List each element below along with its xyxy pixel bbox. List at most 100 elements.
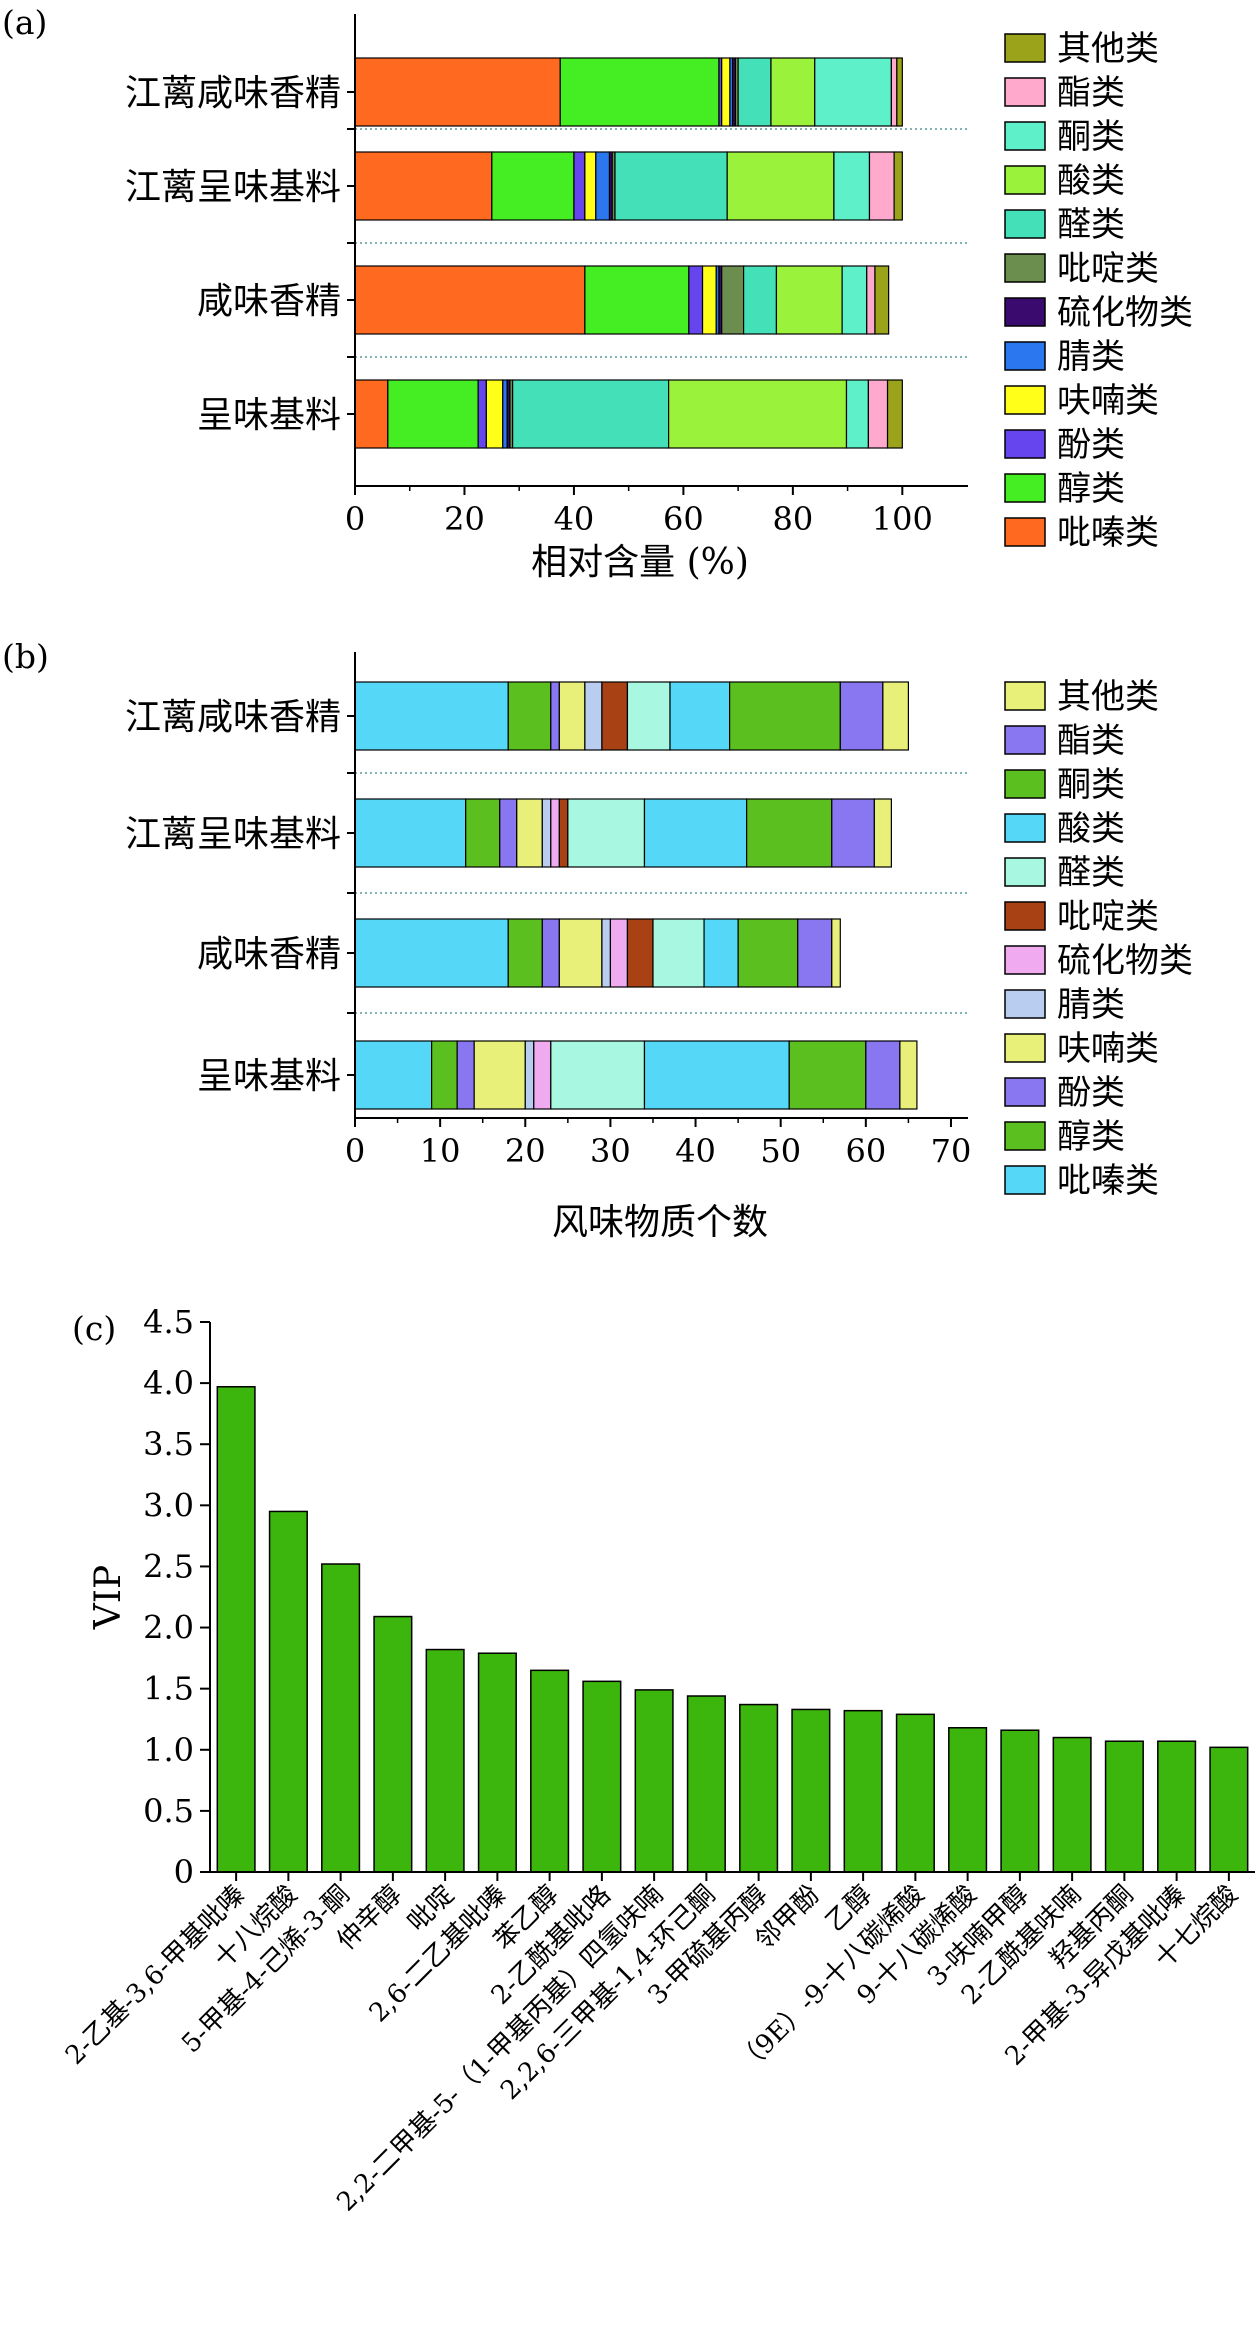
bar-segment (893, 151, 903, 221)
legend-label: 酚类 (1057, 1073, 1125, 1113)
vip-bar (739, 1703, 779, 1873)
bar-segment (584, 151, 597, 221)
legend-swatch (1004, 297, 1046, 327)
bar-segment (874, 265, 890, 335)
bar-segment (626, 918, 654, 988)
bar-segment (890, 57, 898, 127)
y-tick-label: 4.5 (143, 1303, 194, 1341)
bar-segment (524, 1040, 535, 1110)
bar-segment (516, 798, 543, 868)
legend-label: 硫化物类 (1057, 293, 1193, 333)
x-tick-label: 40 (675, 1132, 716, 1170)
bar-segment (558, 681, 586, 751)
bar-segment (473, 1040, 526, 1110)
bar-segment (866, 265, 876, 335)
legend-label: 酮类 (1057, 765, 1125, 805)
legend-label: 醇类 (1057, 1117, 1125, 1157)
x-tick-label: 60 (845, 1132, 886, 1170)
legend-swatch (1004, 77, 1046, 107)
legend-swatch (1004, 857, 1046, 887)
category-label: 江蓠呈味基料 (125, 814, 341, 855)
legend-swatch (1004, 1165, 1046, 1195)
bar-segment (354, 918, 509, 988)
bar-segment (841, 265, 868, 335)
bar-segment (609, 918, 629, 988)
bar-segment (507, 918, 543, 988)
legend-label: 吡嗪类 (1057, 513, 1159, 553)
legend-swatch (1004, 681, 1046, 711)
vip-bar (1000, 1729, 1040, 1873)
bar-segment (746, 798, 833, 868)
bar-segment (354, 379, 389, 449)
bar-segment (541, 918, 560, 988)
legend-swatch (1004, 33, 1046, 63)
vip-bar (843, 1709, 883, 1873)
bar-segment (354, 798, 467, 868)
legend-label: 醛类 (1057, 205, 1125, 245)
y-tick-label: 0 (174, 1853, 194, 1891)
legend-swatch (1004, 253, 1046, 283)
bar-segment (431, 1040, 458, 1110)
vip-bar (268, 1510, 308, 1873)
bar-segment (512, 379, 670, 449)
bar-segment (788, 1040, 867, 1110)
bar-segment (354, 265, 586, 335)
bar-segment (558, 798, 569, 868)
legend-swatch (1004, 989, 1046, 1019)
bar-segment (797, 918, 833, 988)
bar-segment (868, 151, 895, 221)
x-axis-title: 风味物质个数 (552, 1202, 768, 1243)
vip-bar (634, 1689, 674, 1873)
bar-segment (833, 151, 871, 221)
y-tick-label: 2.5 (143, 1547, 194, 1585)
x-tick-label: 50 (760, 1132, 801, 1170)
vip-bar (1052, 1736, 1092, 1873)
bar-segment (831, 918, 841, 988)
bar-segment (726, 151, 835, 221)
vip-bar (1104, 1740, 1144, 1873)
panel-c-label: (c) (72, 1309, 116, 1348)
bar-segment (584, 681, 603, 751)
y-tick-label: 3.5 (143, 1425, 194, 1463)
bar-segment (541, 798, 552, 868)
category-label: 江蓠咸味香精 (125, 73, 341, 114)
bar-segment (614, 151, 728, 221)
legend-swatch (1004, 1033, 1046, 1063)
category-label: 咸味香精 (197, 934, 341, 975)
legend-label: 醇类 (1057, 469, 1125, 509)
bar-segment (643, 798, 748, 868)
bar-segment (899, 1040, 918, 1110)
legend-label: 其他类 (1057, 29, 1159, 69)
legend-swatch (1004, 165, 1046, 195)
bar-segment (354, 57, 561, 127)
x-tick-label: 30 (590, 1132, 631, 1170)
category-label: 江蓠呈味基料 (125, 167, 341, 208)
bar-segment (701, 265, 717, 335)
category-label: 咸味香精 (197, 281, 341, 322)
bar-segment (491, 151, 575, 221)
legend-swatch (1004, 385, 1046, 415)
bar-segment (567, 798, 646, 868)
x-tick-label: 0 (345, 500, 365, 538)
bar-segment (703, 918, 739, 988)
bar-segment (626, 681, 671, 751)
bar-segment (499, 798, 518, 868)
bar-segment (742, 265, 778, 335)
bar-segment (601, 918, 612, 988)
legend-label: 吡啶类 (1057, 249, 1159, 289)
y-tick-label: 4.0 (143, 1364, 194, 1402)
bar-segment (721, 57, 731, 127)
bar-segment (387, 379, 479, 449)
bar-segment (721, 265, 745, 335)
vip-bar (321, 1563, 361, 1873)
bar-segment (882, 681, 910, 751)
legend-label: 吡啶类 (1057, 897, 1159, 937)
bar-segment (573, 151, 586, 221)
y-tick-label: 3.0 (143, 1486, 194, 1524)
x-axis-title: 相对含量 (%) (531, 542, 749, 583)
legend-swatch (1004, 209, 1046, 239)
bar-segment (465, 798, 501, 868)
legend-label: 酚类 (1057, 425, 1125, 465)
